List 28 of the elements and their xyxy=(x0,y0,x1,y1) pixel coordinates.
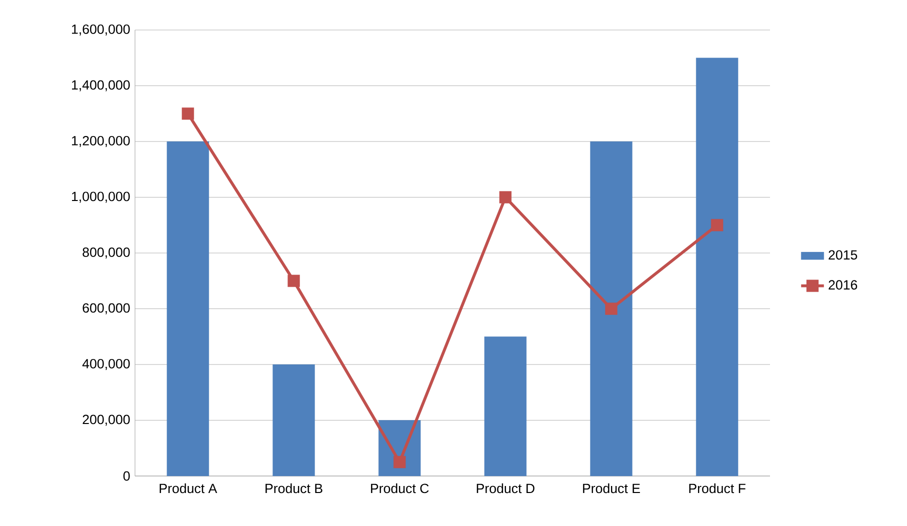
x-tick-label: Product B xyxy=(266,483,322,494)
point xyxy=(182,108,194,120)
y-tick-label: 1,200,000 xyxy=(72,136,130,148)
legend-label: 2015 xyxy=(828,250,858,260)
y-tick-label: 1,400,000 xyxy=(72,80,130,92)
bar xyxy=(484,336,526,476)
point xyxy=(711,219,724,232)
y-tick-label: 1,600,000 xyxy=(72,24,130,36)
x-tick-label: Product A xyxy=(160,483,218,494)
point xyxy=(499,191,512,204)
bar xyxy=(590,141,632,476)
y-tick-label: 400,000 xyxy=(82,358,130,370)
y-tick-label: 800,000 xyxy=(82,247,130,259)
point xyxy=(394,456,406,468)
point xyxy=(605,302,618,315)
legend-label: 2016 xyxy=(828,280,858,290)
y-tick-label: 1,000,000 xyxy=(72,192,130,203)
x-tick-label: Product F xyxy=(689,483,746,494)
bar xyxy=(272,364,315,476)
y-tick-label: 600,000 xyxy=(82,303,130,314)
y-tick-label: 200,000 xyxy=(82,414,130,426)
x-tick-label: Product E xyxy=(583,483,640,494)
point xyxy=(288,274,300,287)
x-tick-label: Product C xyxy=(371,483,429,494)
bar xyxy=(166,141,209,476)
x-tick-label: Product D xyxy=(476,483,534,494)
bar xyxy=(696,58,738,476)
y-tick-label: 0 xyxy=(123,471,130,481)
